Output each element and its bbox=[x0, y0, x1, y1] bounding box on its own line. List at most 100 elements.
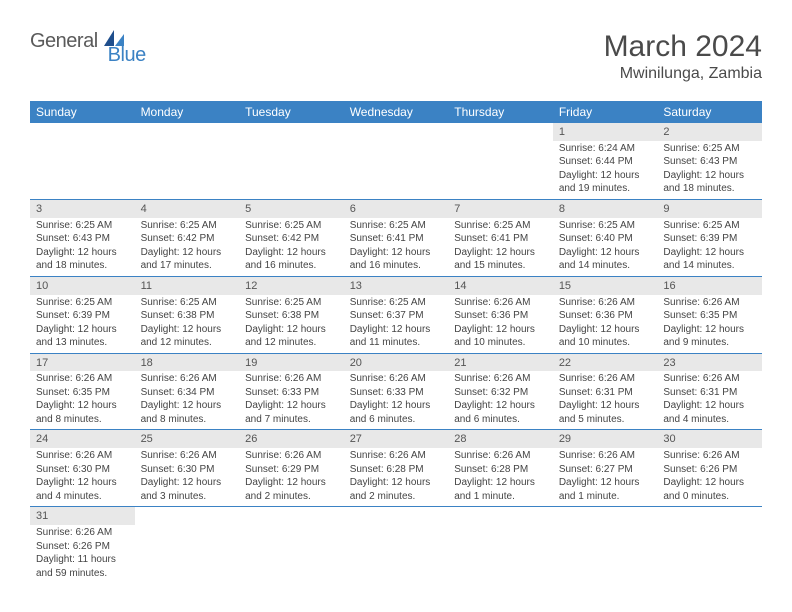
calendar-day-cell: . bbox=[135, 507, 240, 583]
sunset-text: Sunset: 6:39 PM bbox=[663, 232, 756, 246]
sunrise-text: Sunrise: 6:26 AM bbox=[663, 372, 756, 386]
day-details: Sunrise: 6:25 AMSunset: 6:42 PMDaylight:… bbox=[239, 218, 344, 276]
day-number: 31 bbox=[30, 507, 135, 525]
calendar-day-cell: 11Sunrise: 6:25 AMSunset: 6:38 PMDayligh… bbox=[135, 276, 240, 353]
day-details: Sunrise: 6:25 AMSunset: 6:42 PMDaylight:… bbox=[135, 218, 240, 276]
day-details: Sunrise: 6:26 AMSunset: 6:35 PMDaylight:… bbox=[30, 371, 135, 429]
page-header: General Blue March 2024 Mwinilunga, Zamb… bbox=[30, 30, 762, 83]
day-details: Sunrise: 6:25 AMSunset: 6:38 PMDaylight:… bbox=[239, 295, 344, 353]
weekday-header-row: Sunday Monday Tuesday Wednesday Thursday… bbox=[30, 101, 762, 123]
calendar-day-cell: 7Sunrise: 6:25 AMSunset: 6:41 PMDaylight… bbox=[448, 199, 553, 276]
sunset-text: Sunset: 6:29 PM bbox=[245, 463, 338, 477]
calendar-day-cell: 28Sunrise: 6:26 AMSunset: 6:28 PMDayligh… bbox=[448, 430, 553, 507]
calendar-day-cell: . bbox=[657, 507, 762, 583]
day-number: 29 bbox=[553, 430, 658, 448]
daylight-text: Daylight: 12 hours and 4 minutes. bbox=[36, 476, 129, 503]
calendar-week-row: 24Sunrise: 6:26 AMSunset: 6:30 PMDayligh… bbox=[30, 430, 762, 507]
calendar-day-cell: 5Sunrise: 6:25 AMSunset: 6:42 PMDaylight… bbox=[239, 199, 344, 276]
day-number: 21 bbox=[448, 354, 553, 372]
weekday-header: Wednesday bbox=[344, 101, 449, 123]
day-number: 27 bbox=[344, 430, 449, 448]
daylight-text: Daylight: 12 hours and 18 minutes. bbox=[663, 169, 756, 196]
day-details: Sunrise: 6:26 AMSunset: 6:30 PMDaylight:… bbox=[30, 448, 135, 506]
calendar-week-row: 10Sunrise: 6:25 AMSunset: 6:39 PMDayligh… bbox=[30, 276, 762, 353]
sunrise-text: Sunrise: 6:25 AM bbox=[559, 219, 652, 233]
day-details: Sunrise: 6:25 AMSunset: 6:41 PMDaylight:… bbox=[448, 218, 553, 276]
sunrise-text: Sunrise: 6:26 AM bbox=[36, 372, 129, 386]
calendar-day-cell: . bbox=[239, 123, 344, 199]
daylight-text: Daylight: 12 hours and 0 minutes. bbox=[663, 476, 756, 503]
day-number: 16 bbox=[657, 277, 762, 295]
day-details: Sunrise: 6:26 AMSunset: 6:26 PMDaylight:… bbox=[657, 448, 762, 506]
day-number: 28 bbox=[448, 430, 553, 448]
daylight-text: Daylight: 12 hours and 12 minutes. bbox=[141, 323, 234, 350]
calendar-day-cell: 6Sunrise: 6:25 AMSunset: 6:41 PMDaylight… bbox=[344, 199, 449, 276]
daylight-text: Daylight: 12 hours and 4 minutes. bbox=[663, 399, 756, 426]
sunset-text: Sunset: 6:31 PM bbox=[559, 386, 652, 400]
sunrise-text: Sunrise: 6:25 AM bbox=[245, 296, 338, 310]
day-number: 22 bbox=[553, 354, 658, 372]
day-number: 23 bbox=[657, 354, 762, 372]
calendar-day-cell: 29Sunrise: 6:26 AMSunset: 6:27 PMDayligh… bbox=[553, 430, 658, 507]
logo: General Blue bbox=[30, 30, 146, 53]
day-number: 20 bbox=[344, 354, 449, 372]
day-details: Sunrise: 6:25 AMSunset: 6:41 PMDaylight:… bbox=[344, 218, 449, 276]
weekday-header: Thursday bbox=[448, 101, 553, 123]
calendar-day-cell: 16Sunrise: 6:26 AMSunset: 6:35 PMDayligh… bbox=[657, 276, 762, 353]
calendar-day-cell: . bbox=[448, 123, 553, 199]
day-details: Sunrise: 6:26 AMSunset: 6:36 PMDaylight:… bbox=[553, 295, 658, 353]
calendar-day-cell: 9Sunrise: 6:25 AMSunset: 6:39 PMDaylight… bbox=[657, 199, 762, 276]
calendar-day-cell: 25Sunrise: 6:26 AMSunset: 6:30 PMDayligh… bbox=[135, 430, 240, 507]
day-number: 7 bbox=[448, 200, 553, 218]
calendar-day-cell: . bbox=[30, 123, 135, 199]
day-number: 6 bbox=[344, 200, 449, 218]
calendar-day-cell: 17Sunrise: 6:26 AMSunset: 6:35 PMDayligh… bbox=[30, 353, 135, 430]
daylight-text: Daylight: 12 hours and 3 minutes. bbox=[141, 476, 234, 503]
sunrise-text: Sunrise: 6:26 AM bbox=[245, 449, 338, 463]
sunrise-text: Sunrise: 6:25 AM bbox=[141, 219, 234, 233]
day-number: 24 bbox=[30, 430, 135, 448]
daylight-text: Daylight: 12 hours and 19 minutes. bbox=[559, 169, 652, 196]
sunset-text: Sunset: 6:43 PM bbox=[663, 155, 756, 169]
sunrise-text: Sunrise: 6:25 AM bbox=[663, 219, 756, 233]
sunset-text: Sunset: 6:33 PM bbox=[245, 386, 338, 400]
daylight-text: Daylight: 12 hours and 17 minutes. bbox=[141, 246, 234, 273]
day-details: Sunrise: 6:26 AMSunset: 6:27 PMDaylight:… bbox=[553, 448, 658, 506]
sunrise-text: Sunrise: 6:25 AM bbox=[141, 296, 234, 310]
sunset-text: Sunset: 6:40 PM bbox=[559, 232, 652, 246]
calendar-week-row: .....1Sunrise: 6:24 AMSunset: 6:44 PMDay… bbox=[30, 123, 762, 199]
sunset-text: Sunset: 6:44 PM bbox=[559, 155, 652, 169]
calendar-week-row: 31Sunrise: 6:26 AMSunset: 6:26 PMDayligh… bbox=[30, 507, 762, 583]
day-details: Sunrise: 6:24 AMSunset: 6:44 PMDaylight:… bbox=[553, 141, 658, 199]
calendar-day-cell: 13Sunrise: 6:25 AMSunset: 6:37 PMDayligh… bbox=[344, 276, 449, 353]
calendar-day-cell: 24Sunrise: 6:26 AMSunset: 6:30 PMDayligh… bbox=[30, 430, 135, 507]
sunset-text: Sunset: 6:35 PM bbox=[663, 309, 756, 323]
daylight-text: Daylight: 12 hours and 7 minutes. bbox=[245, 399, 338, 426]
calendar-day-cell: . bbox=[344, 507, 449, 583]
calendar-day-cell: 19Sunrise: 6:26 AMSunset: 6:33 PMDayligh… bbox=[239, 353, 344, 430]
sunrise-text: Sunrise: 6:26 AM bbox=[559, 449, 652, 463]
sunrise-text: Sunrise: 6:26 AM bbox=[245, 372, 338, 386]
month-title: March 2024 bbox=[604, 30, 762, 63]
sunrise-text: Sunrise: 6:25 AM bbox=[350, 219, 443, 233]
sunrise-text: Sunrise: 6:26 AM bbox=[36, 449, 129, 463]
sunrise-text: Sunrise: 6:26 AM bbox=[454, 372, 547, 386]
calendar-day-cell: 4Sunrise: 6:25 AMSunset: 6:42 PMDaylight… bbox=[135, 199, 240, 276]
daylight-text: Daylight: 12 hours and 11 minutes. bbox=[350, 323, 443, 350]
sunrise-text: Sunrise: 6:26 AM bbox=[141, 372, 234, 386]
sunset-text: Sunset: 6:27 PM bbox=[559, 463, 652, 477]
day-number: 3 bbox=[30, 200, 135, 218]
day-number: 15 bbox=[553, 277, 658, 295]
daylight-text: Daylight: 12 hours and 8 minutes. bbox=[36, 399, 129, 426]
calendar-day-cell: 8Sunrise: 6:25 AMSunset: 6:40 PMDaylight… bbox=[553, 199, 658, 276]
calendar-day-cell: 27Sunrise: 6:26 AMSunset: 6:28 PMDayligh… bbox=[344, 430, 449, 507]
day-number: 13 bbox=[344, 277, 449, 295]
sunrise-text: Sunrise: 6:25 AM bbox=[663, 142, 756, 156]
day-number: 17 bbox=[30, 354, 135, 372]
day-details: Sunrise: 6:26 AMSunset: 6:29 PMDaylight:… bbox=[239, 448, 344, 506]
sunrise-text: Sunrise: 6:25 AM bbox=[36, 296, 129, 310]
sunrise-text: Sunrise: 6:26 AM bbox=[663, 296, 756, 310]
day-details: Sunrise: 6:26 AMSunset: 6:35 PMDaylight:… bbox=[657, 295, 762, 353]
sunrise-text: Sunrise: 6:24 AM bbox=[559, 142, 652, 156]
sunset-text: Sunset: 6:43 PM bbox=[36, 232, 129, 246]
